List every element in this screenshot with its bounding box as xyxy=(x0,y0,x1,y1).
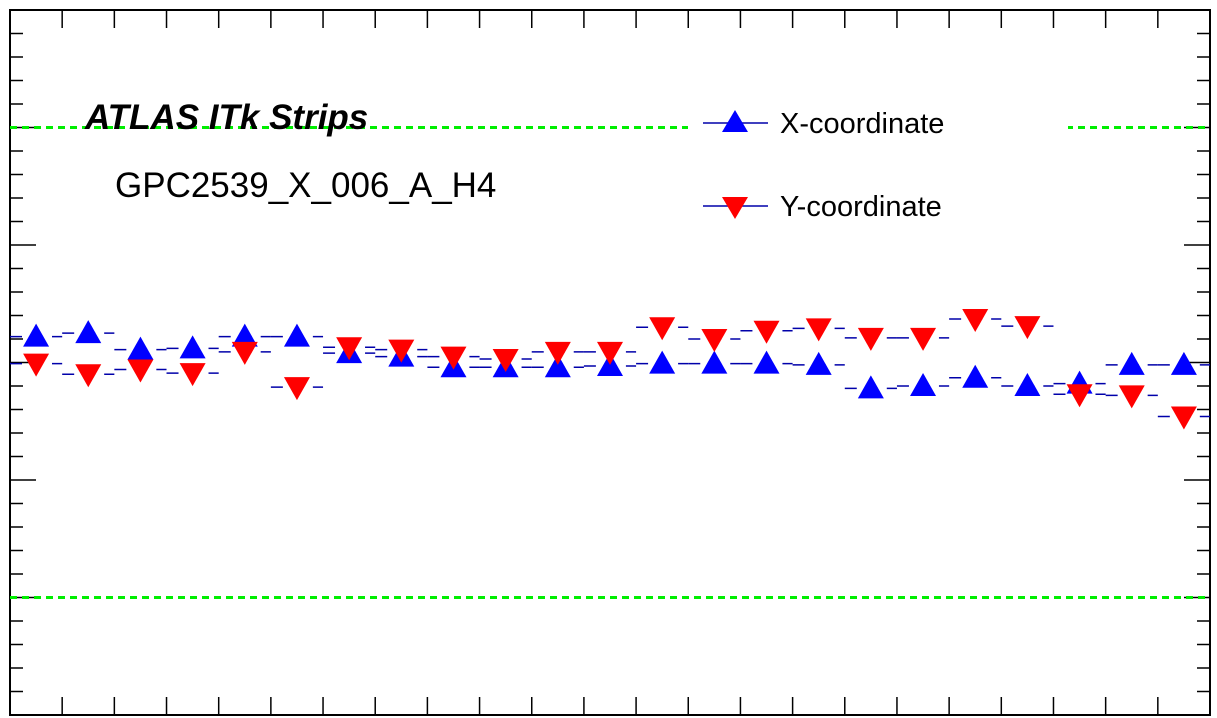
y-coordinate-point xyxy=(701,329,728,352)
y-coordinate-point xyxy=(962,309,989,333)
x-coordinate-point xyxy=(910,373,937,396)
legend-y-marker xyxy=(722,197,748,219)
y-coordinate-point xyxy=(492,348,519,372)
y-coordinate-point xyxy=(910,327,937,351)
x-coordinate-point xyxy=(179,335,206,359)
data-points xyxy=(10,309,1210,430)
legend-entry-x: X-coordinate xyxy=(703,108,944,140)
y-coordinate-point xyxy=(1170,406,1197,430)
legend-box xyxy=(688,88,1068,243)
y-coordinate-point xyxy=(388,339,415,363)
x-coordinate-point xyxy=(1014,373,1041,396)
legend-x-marker xyxy=(722,110,748,132)
x-coordinate-point xyxy=(544,354,571,378)
y-coordinate-point xyxy=(440,346,467,370)
y-coordinate-point xyxy=(1066,384,1093,408)
y-coordinate-point xyxy=(857,327,884,351)
y-coordinate-point xyxy=(23,353,50,377)
y-coordinate-point xyxy=(805,318,832,342)
x-coordinate-point xyxy=(231,323,258,347)
y-coordinate-point xyxy=(544,341,571,365)
legend-entry-y: Y-coordinate xyxy=(703,191,942,223)
x-coordinate-point xyxy=(701,350,728,374)
y-coordinate-point xyxy=(597,341,623,365)
x-coordinate-point xyxy=(1170,351,1197,375)
y-coordinate-point xyxy=(179,363,206,387)
y-coordinate-point xyxy=(1118,385,1145,409)
x-coordinate-point xyxy=(127,336,154,360)
axis-ticks xyxy=(10,10,1210,715)
x-coordinate-point xyxy=(857,375,884,399)
y-coordinate-point xyxy=(649,317,676,341)
legend-x-label: X-coordinate xyxy=(780,108,944,140)
y-coordinate-point xyxy=(753,320,780,344)
module-label: GPC2539_X_006_A_H4 xyxy=(115,166,496,205)
x-coordinate-point xyxy=(23,323,50,347)
x-coordinate-point xyxy=(283,323,310,347)
y-coordinate-point xyxy=(127,359,154,383)
x-coordinate-point xyxy=(1118,351,1145,375)
y-coordinate-point xyxy=(1014,316,1041,340)
legend-y-label: Y-coordinate xyxy=(780,191,942,223)
y-coordinate-point xyxy=(75,364,102,388)
x-coordinate-point xyxy=(649,350,676,374)
x-coordinate-point xyxy=(753,350,780,374)
x-coordinate-point xyxy=(805,351,832,375)
y-coordinate-point xyxy=(336,337,363,361)
y-coordinate-point xyxy=(283,377,310,401)
y-coordinate-point xyxy=(231,341,258,365)
x-coordinate-point xyxy=(75,320,102,344)
atlas-label: ATLAS ITk Strips xyxy=(84,98,368,137)
x-coordinate-point xyxy=(962,364,989,388)
